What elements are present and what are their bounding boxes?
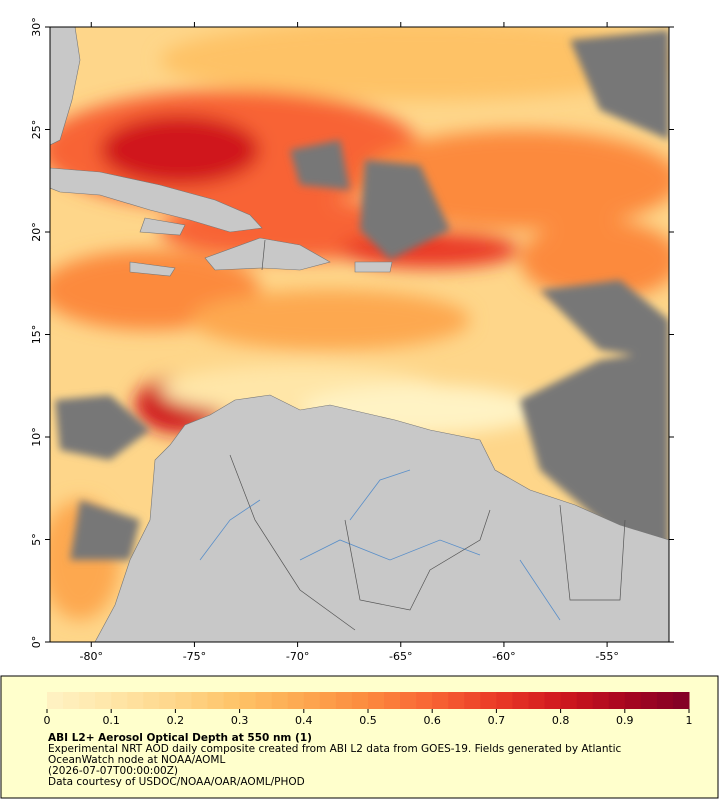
land xyxy=(50,27,669,642)
colorbar-segment xyxy=(528,692,546,709)
colorbar-segment xyxy=(464,692,481,709)
y-tick-label: 20° xyxy=(30,222,43,242)
colorbar-segment xyxy=(159,692,176,709)
colorbar-tick-label: 0.2 xyxy=(167,714,185,727)
colorbar-segment xyxy=(335,692,353,709)
legend-credit: Data courtesy of USDOC/NOAA/OAR/AOML/PHO… xyxy=(48,776,305,788)
colorbar-tick-label: 0.3 xyxy=(231,714,249,727)
colorbar-segment xyxy=(384,692,401,709)
colorbar-segment xyxy=(223,692,241,709)
colorbar-segment xyxy=(127,692,144,709)
colorbar-segment xyxy=(95,692,112,709)
x-tick-label: -55° xyxy=(595,650,618,663)
map-area xyxy=(50,27,669,642)
colorbar-segment xyxy=(175,692,192,709)
colorbar-segment xyxy=(47,692,64,709)
colorbar-segment xyxy=(416,692,433,709)
colorbar-segment xyxy=(111,692,128,709)
colorbar-segment xyxy=(63,692,80,709)
borders xyxy=(229,239,626,631)
legend-title: ABI L2+ Aerosol Optical Depth at 550 nm … xyxy=(48,732,312,744)
colorbar-segment xyxy=(576,692,594,709)
colorbar-segment xyxy=(319,692,337,709)
colorbar-segment xyxy=(672,692,690,709)
colorbar-segment xyxy=(255,692,273,709)
colorbar-tick-label: 0.9 xyxy=(616,714,634,727)
colorbar-segment xyxy=(432,692,449,709)
y-tick-label: 5° xyxy=(30,533,43,546)
legend-description: Experimental NRT AOD daily composite cre… xyxy=(48,743,622,766)
colorbar-segment xyxy=(512,692,529,709)
colorbar-tick-label: 0 xyxy=(44,714,51,727)
colorbar-tick-label: 0.7 xyxy=(488,714,506,727)
colorbar-tick-label: 0.5 xyxy=(359,714,377,727)
colorbar-segment xyxy=(303,692,321,709)
colorbar-segment xyxy=(640,692,658,709)
colorbar-segment xyxy=(624,692,642,709)
y-tick-label: 15° xyxy=(30,325,43,345)
x-tick-label: -65° xyxy=(389,650,412,663)
colorbar-segment xyxy=(239,692,257,709)
colorbar-segment xyxy=(79,692,96,709)
colorbar-segment xyxy=(287,692,305,709)
y-tick-label: 0° xyxy=(30,636,43,649)
y-tick-label: 25° xyxy=(30,120,43,140)
colorbar-segment xyxy=(400,692,417,709)
colorbar-tick-label: 1 xyxy=(686,714,693,727)
y-tick-label: 10° xyxy=(30,427,43,447)
colorbar-tick-label: 0.4 xyxy=(295,714,313,727)
y-tick-label: 30° xyxy=(30,17,43,37)
colorbar-segment xyxy=(560,692,578,709)
colorbar-segment xyxy=(544,692,562,709)
no-data xyxy=(55,30,669,560)
colorbar-segment xyxy=(448,692,465,709)
colorbar-segment xyxy=(656,692,674,709)
legend-text: ABI L2+ Aerosol Optical Depth at 550 nm … xyxy=(48,733,688,788)
colorbar-segment xyxy=(191,692,208,709)
colorbar-segment xyxy=(608,692,626,709)
colorbar-segment xyxy=(143,692,160,709)
colorbar-tick-label: 0.8 xyxy=(552,714,570,727)
colorbar-segment xyxy=(207,692,225,709)
x-tick-label: -60° xyxy=(492,650,515,663)
x-tick-label: -80° xyxy=(80,650,103,663)
colorbar-segment xyxy=(271,692,289,709)
colorbar-tick-label: 0.6 xyxy=(423,714,441,727)
legend-date: (2026-07-07T00:00:00Z) xyxy=(48,765,178,777)
colorbar-segment xyxy=(496,692,513,709)
x-tick-label: -70° xyxy=(286,650,309,663)
colorbar-segment xyxy=(480,692,497,709)
colorbar-segment xyxy=(592,692,610,709)
colorbar-segment xyxy=(368,692,385,709)
x-tick-label: -75° xyxy=(183,650,206,663)
colorbar-tick-label: 0.1 xyxy=(102,714,120,727)
colorbar-segment xyxy=(351,692,369,709)
